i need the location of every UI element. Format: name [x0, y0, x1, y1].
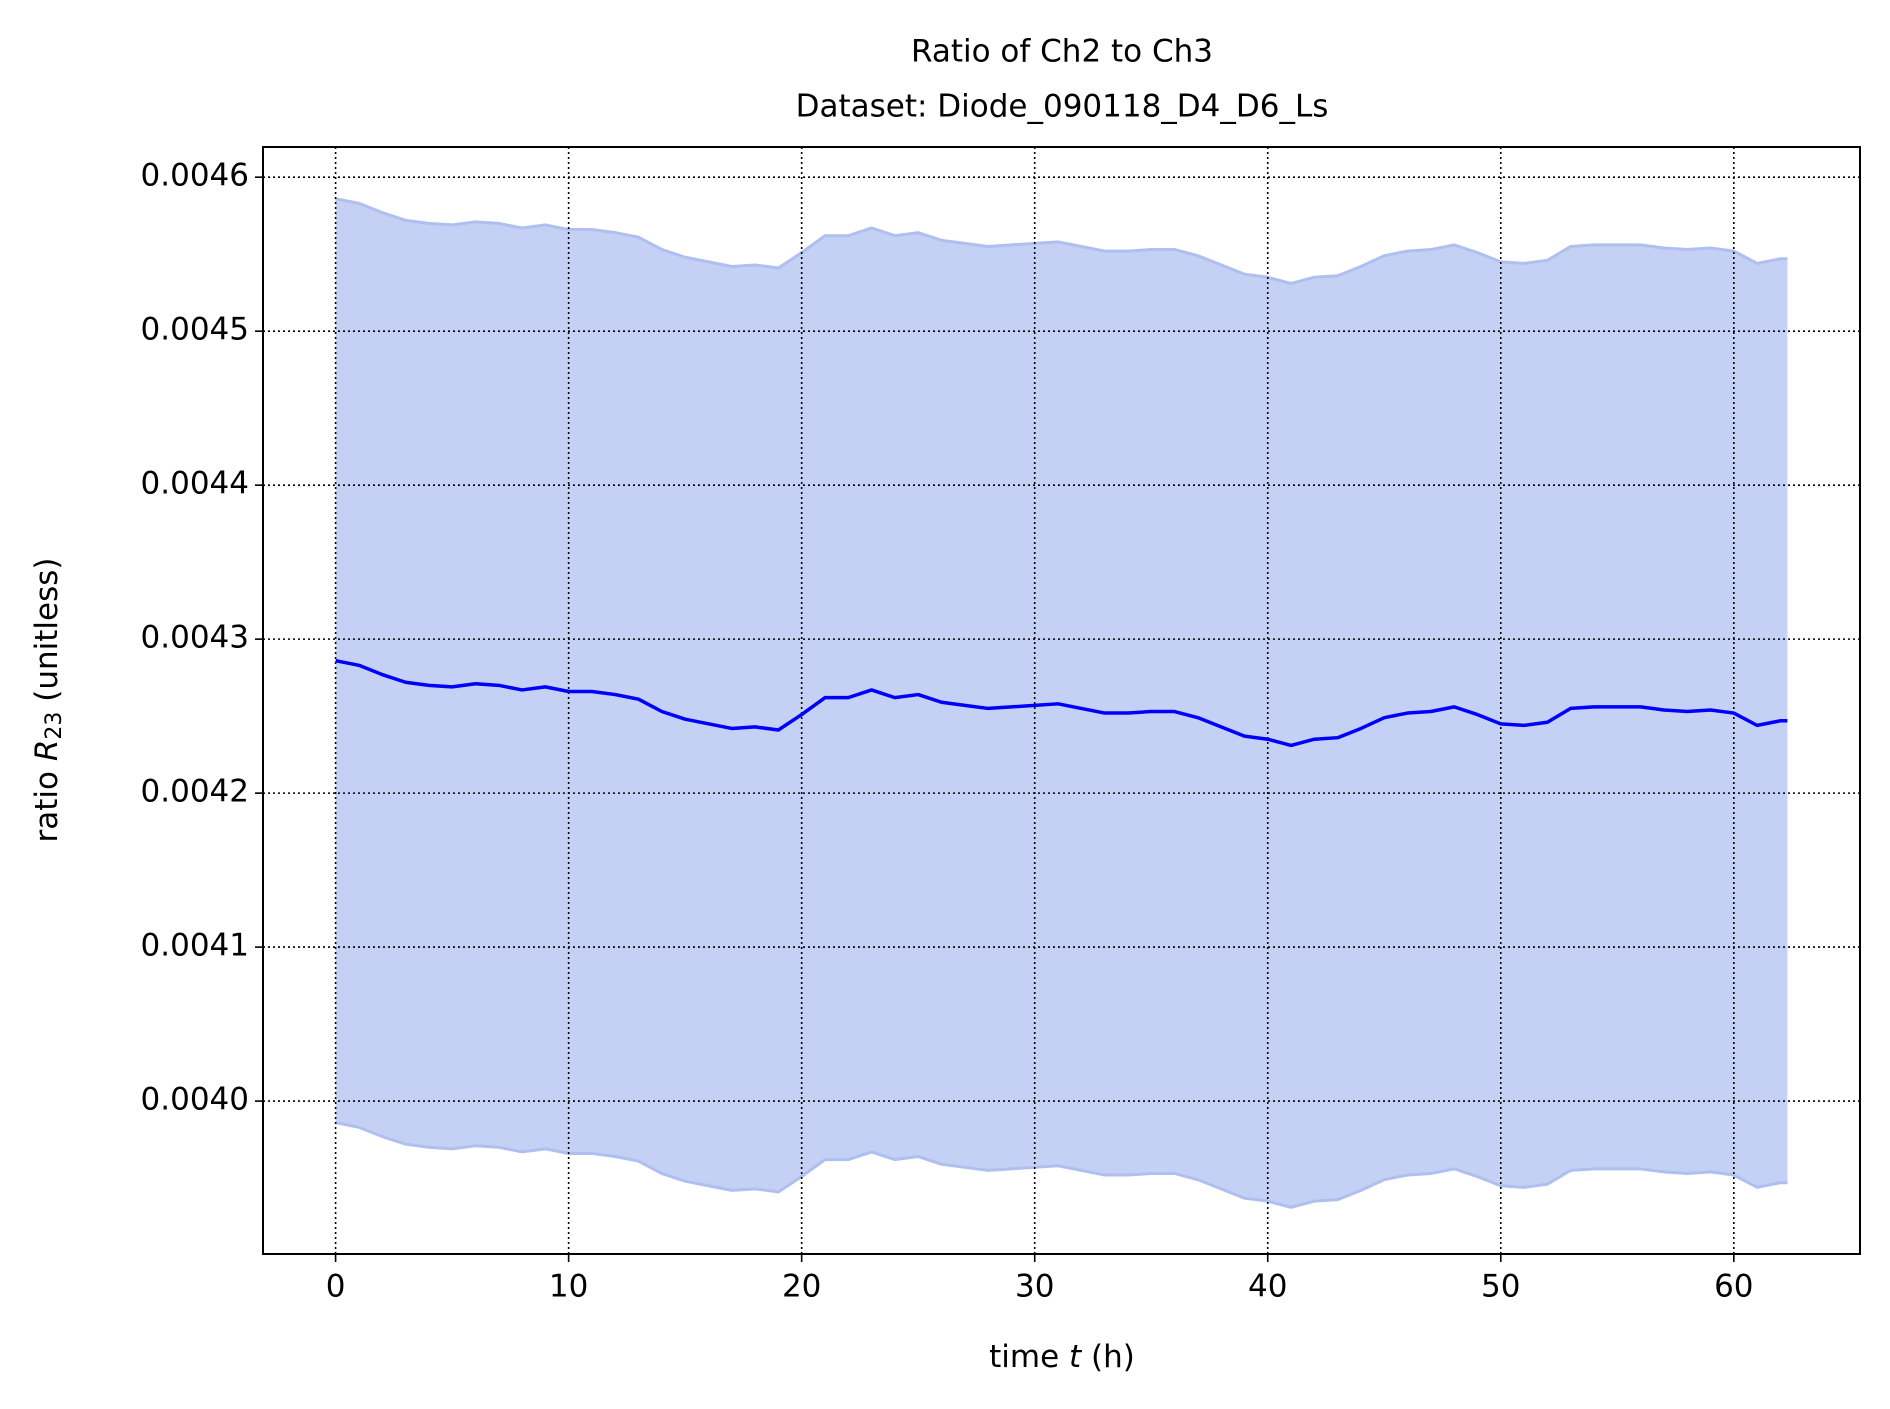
y-tick-label: 0.0046 [141, 158, 249, 194]
chart-title: Ratio of Ch2 to Ch3 [911, 34, 1213, 70]
y-tick-label: 0.0042 [141, 774, 249, 810]
x-label-text: time [989, 1339, 1069, 1375]
x-tick-label: 0 [326, 1269, 346, 1305]
x-tick-label: 10 [549, 1269, 588, 1305]
x-tick-label: 60 [1714, 1269, 1753, 1305]
y-tick-label: 0.0043 [141, 620, 249, 656]
y-tick-label: 0.0040 [141, 1082, 249, 1118]
x-label-text: (h) [1081, 1339, 1135, 1375]
y-label-var: R [29, 740, 65, 762]
x-tick-label: 20 [782, 1269, 821, 1305]
x-label-var: t [1069, 1339, 1083, 1375]
x-tick-label: 40 [1248, 1269, 1287, 1305]
plot-frame [262, 146, 1861, 1255]
band-edge [335, 197, 1788, 285]
y-tick-label: 0.0041 [141, 928, 249, 964]
y-label-sub: 23 [42, 712, 67, 740]
chart-subtitle: Dataset: Diode_090118_D4_D6_Ls [796, 89, 1329, 125]
y-tick-label: 0.0045 [141, 312, 249, 348]
band-edge [335, 1121, 1788, 1209]
x-axis-label: time t (h) [989, 1339, 1135, 1375]
y-axis-label: ratio R23 (unitless) [29, 558, 68, 843]
y-label-text: ratio [29, 761, 65, 842]
x-tick-label: 50 [1481, 1269, 1520, 1305]
data-line [335, 658, 1788, 748]
x-tick-label: 30 [1015, 1269, 1054, 1305]
y-label-text: (unitless) [29, 558, 65, 712]
y-tick-label: 0.0044 [141, 466, 249, 502]
